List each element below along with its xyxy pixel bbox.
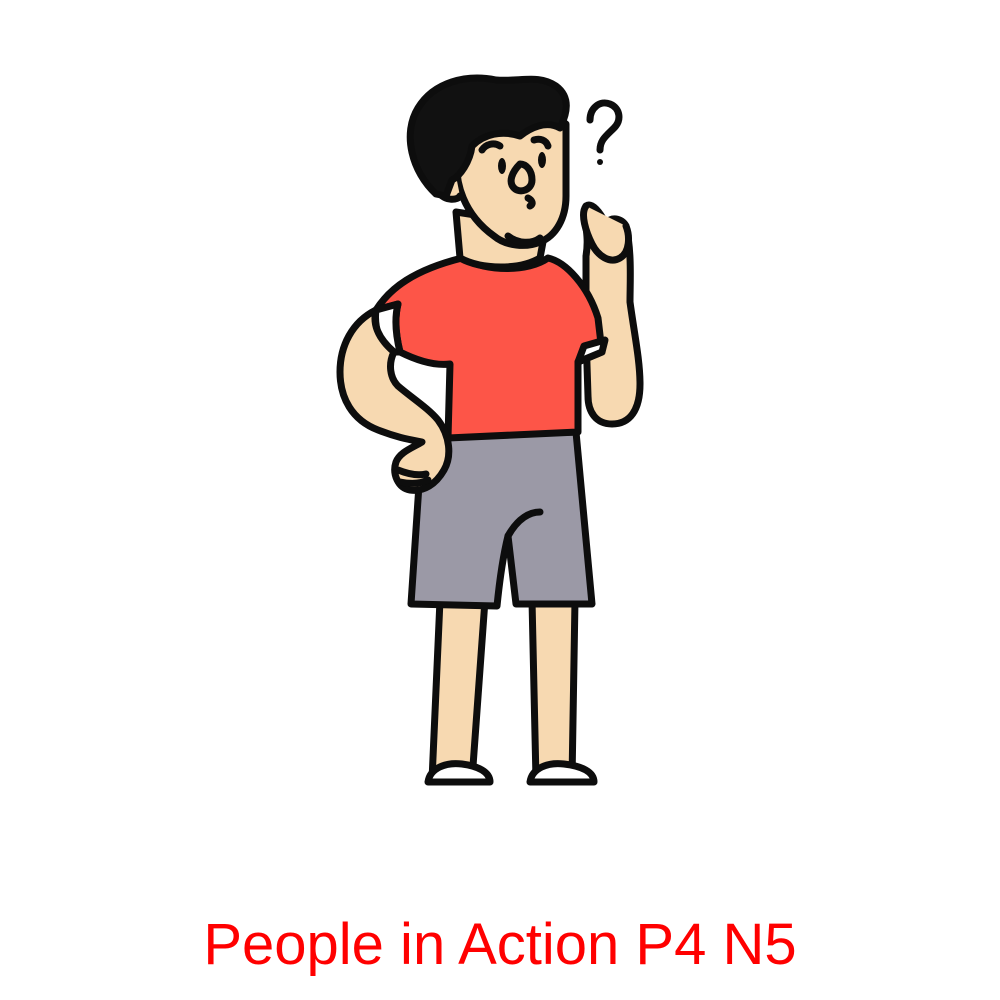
left-shoe-icon <box>424 760 494 786</box>
shorts <box>407 428 596 610</box>
head <box>406 74 570 249</box>
right-shoe-icon <box>526 760 598 786</box>
nose <box>507 160 536 195</box>
mouth <box>524 194 536 210</box>
left-leg <box>428 596 489 784</box>
caption-text: People in Action P4 N5 <box>203 912 797 977</box>
thinking-man-illustration <box>336 74 644 786</box>
chin-line <box>504 232 544 246</box>
hand-fingers <box>394 466 432 487</box>
thinking-hand <box>580 202 632 264</box>
shoes <box>424 760 598 786</box>
eye-right <box>538 152 546 168</box>
question-mark-icon <box>586 99 623 165</box>
eyebrow-left <box>478 140 504 154</box>
right-leg <box>528 596 579 784</box>
eye-left <box>498 158 506 174</box>
eyebrow-right <box>530 135 552 150</box>
hair-icon <box>406 74 570 200</box>
shirt <box>372 254 606 442</box>
right-sleeve-band <box>574 336 609 366</box>
shorts-crease <box>504 508 544 540</box>
legs <box>428 596 579 784</box>
arm-on-hip <box>336 306 453 494</box>
